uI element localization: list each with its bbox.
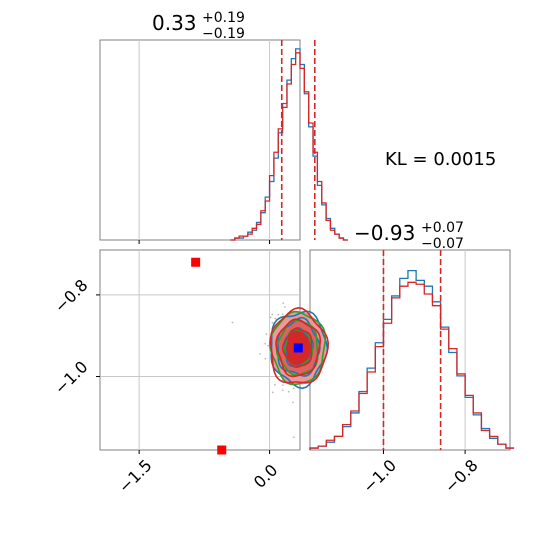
joint-sample-point xyxy=(269,316,272,319)
joint-sample-point xyxy=(281,313,284,316)
marginal-y-frame xyxy=(309,249,511,451)
marginal-x-title-sup: +0.19 xyxy=(202,10,245,26)
joint-marker-truth xyxy=(293,343,303,353)
joint-sample-point xyxy=(271,313,274,316)
joint-sample-point xyxy=(277,313,280,316)
joint-sample-point xyxy=(271,391,274,394)
marginal-y-series-2-line xyxy=(309,281,515,450)
joint-x-tick-label: 0.0 xyxy=(250,460,281,491)
marginal-y-tick-label: −1.0 xyxy=(359,456,400,497)
marginal-y-title-sub: −0.07 xyxy=(421,236,464,252)
joint-sample-point xyxy=(259,352,261,355)
joint-sample-point xyxy=(274,383,276,386)
marginal-x-panel: 0.33 +0.19 −0.19 xyxy=(99,10,348,241)
joint-panel xyxy=(99,249,330,455)
joint-sample-point xyxy=(264,342,267,345)
joint-marker-other xyxy=(191,257,201,267)
marginal-y-tick-label: −0.8 xyxy=(441,456,482,497)
marginal-y-title-sup: +0.07 xyxy=(421,220,464,236)
marginal-x-title: 0.33 xyxy=(152,11,197,35)
joint-sample-point xyxy=(292,387,295,390)
marginal-x-frame xyxy=(99,39,301,241)
joint-sample-point xyxy=(231,321,234,324)
marginal-x-title-sub: −0.19 xyxy=(202,26,245,42)
joint-contour-line-a-2 xyxy=(277,316,321,377)
joint-sample-point xyxy=(267,344,269,347)
marginal-y-title-value: −0.93 xyxy=(354,221,415,245)
joint-sample-point xyxy=(265,333,268,335)
joint-contour-line-c-2 xyxy=(275,318,322,378)
joint-contour-line-c-3 xyxy=(281,327,313,369)
joint-sample-point xyxy=(292,401,294,404)
marginal-x-series-2-line xyxy=(230,52,348,241)
joint-sample-point xyxy=(264,357,267,360)
joint-marker-other xyxy=(217,445,227,455)
joint-x-tick-label: −1.5 xyxy=(115,456,156,497)
joint-sample-point xyxy=(271,321,274,324)
marginal-x-title-value: 0.33 xyxy=(152,11,197,35)
tick-layer: −1.0 −0.8 −1.5 0.0 −1.0 −0.8 xyxy=(51,240,482,497)
joint-contour-line-c-1 xyxy=(269,306,330,384)
joint-plot-area xyxy=(100,250,330,455)
joint-sample-point xyxy=(281,384,284,387)
joint-sample-point xyxy=(274,317,277,320)
marginal-y-panel: −0.93 +0.07 −0.07 xyxy=(309,220,515,451)
marginal-x-plot-area xyxy=(138,40,348,241)
joint-y-tick-label: −1.0 xyxy=(51,357,92,398)
joint-sample-point xyxy=(282,302,285,305)
joint-sample-point xyxy=(292,436,295,439)
joint-y-tick-label: −0.8 xyxy=(51,276,92,317)
marginal-y-series-1-line xyxy=(309,269,515,450)
marginal-y-plot-area xyxy=(309,250,515,450)
joint-sample-point xyxy=(287,390,290,393)
joint-sample-point xyxy=(284,305,286,308)
marginal-x-series-1-line xyxy=(230,48,348,241)
marginal-y-title: −0.93 xyxy=(354,221,415,245)
kl-annotation: KL = 0.0015 xyxy=(385,149,496,170)
joint-sample-point xyxy=(281,389,284,392)
